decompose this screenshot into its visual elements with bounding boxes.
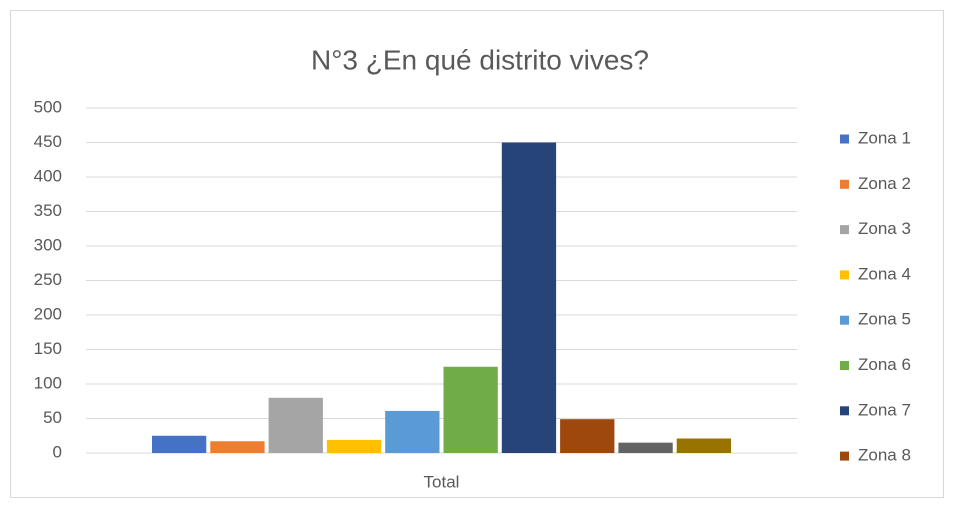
y-tick-label: 150 — [34, 339, 62, 358]
y-tick-label: 300 — [34, 235, 62, 254]
bar — [385, 410, 440, 453]
bar — [151, 435, 207, 453]
legend-label: Zona 8 — [858, 446, 911, 465]
y-tick-label: 450 — [34, 132, 62, 151]
legend-swatch — [840, 451, 849, 461]
legend-label: Zona 3 — [858, 219, 911, 238]
legend-swatch — [840, 134, 849, 144]
bar — [618, 442, 673, 453]
legend-label: Zona 5 — [858, 310, 911, 329]
bar — [443, 366, 498, 453]
chart-title: N°3 ¿En qué distrito vives? — [311, 44, 649, 75]
legend-swatch — [840, 315, 849, 325]
legend-swatch — [840, 179, 849, 189]
y-tick-label: 200 — [34, 304, 62, 323]
bar — [501, 142, 557, 453]
legend-swatch — [840, 361, 849, 370]
y-tick-label: 0 — [53, 442, 62, 461]
x-tick-label: Total — [424, 472, 460, 491]
bar — [560, 419, 615, 453]
y-tick-label: 250 — [34, 270, 62, 289]
legend-label: Zona 4 — [858, 264, 911, 283]
legend-swatch — [840, 225, 849, 235]
bar — [268, 397, 323, 453]
y-tick-label: 50 — [43, 408, 62, 427]
bar — [326, 439, 382, 453]
bar — [210, 441, 265, 453]
bar — [676, 438, 732, 453]
legend-label: Zona 7 — [858, 400, 911, 419]
legend-swatch — [840, 270, 849, 280]
y-tick-label: 500 — [34, 97, 62, 116]
legend-label: Zona 2 — [858, 174, 911, 193]
legend-label: Zona 6 — [858, 355, 911, 374]
y-tick-label: 400 — [34, 166, 62, 185]
legend-swatch — [840, 406, 849, 416]
y-tick-label: 100 — [34, 373, 62, 392]
y-tick-label: 350 — [34, 201, 62, 220]
legend-label: Zona 1 — [858, 128, 911, 147]
